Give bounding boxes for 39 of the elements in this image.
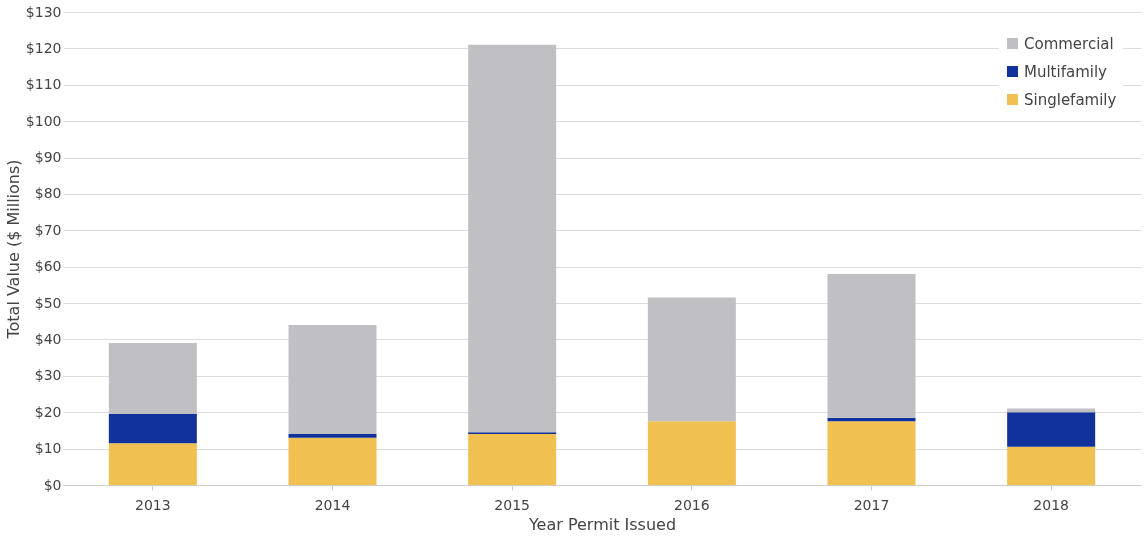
x-tick-label: 2015 xyxy=(494,496,530,513)
y-tick-label: $60 xyxy=(34,258,62,275)
y-tick-label: $90 xyxy=(34,149,62,166)
x-tick-label: 2017 xyxy=(853,496,890,513)
bar xyxy=(108,414,197,444)
y-tick-label: $70 xyxy=(34,221,62,238)
x-axis-title: Year Permit Issued xyxy=(527,514,677,534)
bar xyxy=(1007,446,1096,485)
x-tick-label: 2018 xyxy=(1033,496,1069,513)
bar xyxy=(108,343,197,415)
x-tick-label: 2013 xyxy=(135,496,171,513)
bar xyxy=(108,443,197,485)
bar xyxy=(288,324,377,435)
bar xyxy=(647,297,736,422)
legend-label: Singlefamily xyxy=(1024,90,1117,109)
bar xyxy=(827,273,916,418)
y-tick-label: $80 xyxy=(34,185,62,202)
y-tick-label: $120 xyxy=(25,39,62,56)
y-tick-label: $100 xyxy=(25,112,62,129)
bar xyxy=(468,44,557,433)
bar xyxy=(647,421,736,485)
bar xyxy=(827,421,916,485)
y-tick-label: $10 xyxy=(34,440,62,457)
y-tick-label: $0 xyxy=(43,476,62,493)
bar xyxy=(468,434,557,485)
x-tick-label: 2016 xyxy=(674,496,710,513)
legend-label: Commercial xyxy=(1024,34,1114,53)
bar xyxy=(288,437,377,485)
y-axis-title: Total Value ($ Millions) xyxy=(3,159,23,340)
y-tick-label: $40 xyxy=(34,330,62,347)
x-tick-label: 2014 xyxy=(314,496,351,513)
y-tick-label: $110 xyxy=(25,76,62,93)
y-tick-label: $30 xyxy=(34,367,62,384)
y-tick-label: $130 xyxy=(25,3,62,20)
y-tick-label: $20 xyxy=(34,403,62,420)
legend-label: Multifamily xyxy=(1024,62,1108,81)
y-tick-label: $50 xyxy=(34,294,62,311)
bar xyxy=(288,434,377,438)
bar xyxy=(1007,412,1096,447)
